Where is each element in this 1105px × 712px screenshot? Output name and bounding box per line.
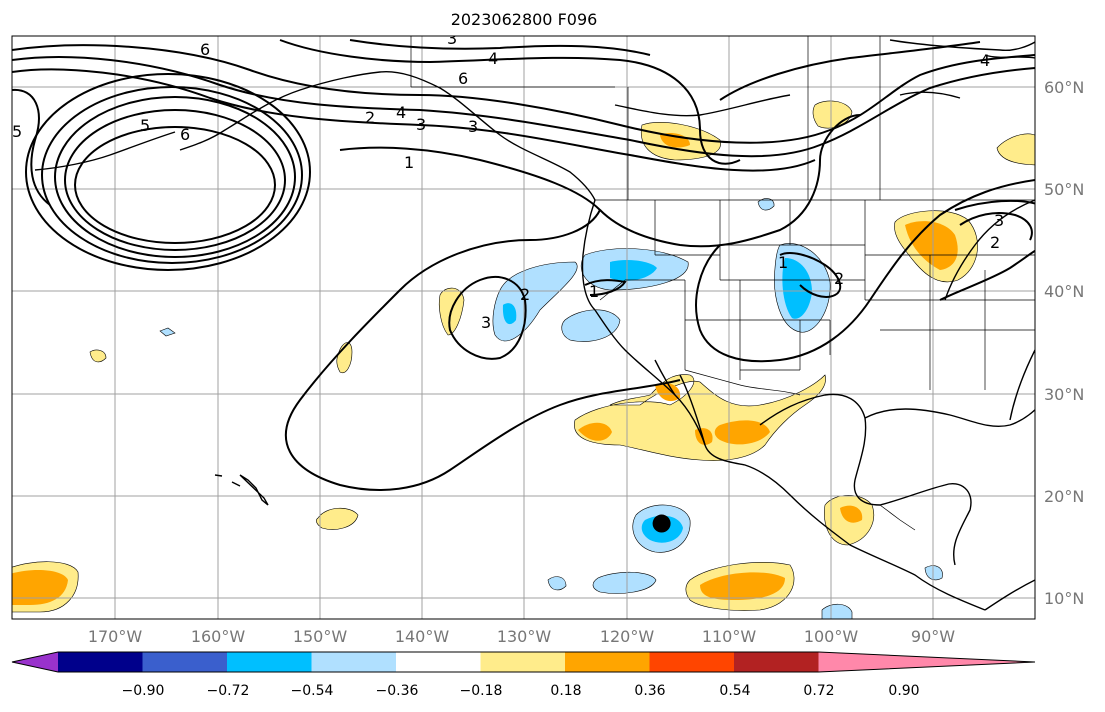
colorbar-swatch xyxy=(227,652,312,672)
contour-label: 2 xyxy=(520,285,530,304)
contour-label: 1 xyxy=(404,153,414,172)
contour-label: 6 xyxy=(180,125,190,144)
colorbar-swatch xyxy=(649,652,735,672)
lat-label: 60°N xyxy=(1044,78,1085,97)
lat-label: 30°N xyxy=(1044,385,1085,404)
contour-label: 2 xyxy=(365,108,375,127)
pos-anomaly-core xyxy=(905,221,958,270)
pos-anomaly-core xyxy=(12,570,68,605)
pos-anomaly-core xyxy=(655,383,681,402)
colorbar-tick-label: −0.54 xyxy=(290,683,334,699)
pos-anomaly-region xyxy=(996,133,1035,166)
colorbar-tick-label: −0.72 xyxy=(206,683,250,699)
pos-anomaly-region xyxy=(89,349,107,363)
neg-anomaly-region xyxy=(757,198,775,211)
pos-anomaly-region xyxy=(812,100,853,129)
lat-label: 50°N xyxy=(1044,180,1085,199)
neg-anomaly-region xyxy=(159,327,176,337)
neg-anomaly-region xyxy=(592,571,657,594)
contour-label: 3 xyxy=(447,29,457,48)
pos-anomaly-core xyxy=(578,422,612,441)
neg-anomaly-core xyxy=(502,303,517,325)
contour-labels: 5 6 6 5 2 4 3 3 1 6 4 3 4 2 3 1 1 2 3 2 xyxy=(12,29,1004,332)
contour-label: 5 xyxy=(140,116,150,135)
lat-label: 20°N xyxy=(1044,487,1085,506)
colorbar-swatch xyxy=(565,652,650,672)
colorbar-swatch xyxy=(58,652,143,672)
contour-label: 3 xyxy=(481,313,491,332)
contour-label: 4 xyxy=(488,49,498,68)
pos-anomaly-region xyxy=(316,507,359,530)
neg-anomaly-core xyxy=(610,260,657,281)
colorbar-swatch xyxy=(734,652,819,672)
colorbar-tick-label: −0.36 xyxy=(375,683,419,699)
contour-label: 6 xyxy=(200,40,210,59)
contour-label: 2 xyxy=(990,233,1000,252)
lon-label: 160°W xyxy=(190,627,246,646)
colorbar-tick-label: 0.90 xyxy=(888,683,920,699)
colorbar-swatch xyxy=(142,652,228,672)
colorbar-swatch xyxy=(396,652,481,672)
colorbar-outline xyxy=(11,651,1036,673)
contour-label: 4 xyxy=(980,51,990,70)
colorbar-tick-label: 0.54 xyxy=(719,683,751,699)
neg-anomaly-region xyxy=(821,603,853,619)
colorbar-tick-label: 0.72 xyxy=(803,683,835,699)
lon-label: 140°W xyxy=(394,627,450,646)
colorbar-swatch xyxy=(480,652,566,672)
contour-label: 5 xyxy=(12,122,22,141)
political-borders xyxy=(410,36,1035,531)
contour-label: 1 xyxy=(589,282,599,301)
lon-label: 90°W xyxy=(910,627,956,646)
map-frame xyxy=(11,35,1036,620)
contour-label: 3 xyxy=(468,117,478,136)
neg-anomaly-region xyxy=(547,576,567,591)
lon-label: 100°W xyxy=(803,627,859,646)
colorbar xyxy=(11,651,1036,673)
contour-label: 3 xyxy=(994,211,1004,230)
colorbar-tick-label: 0.18 xyxy=(550,683,582,699)
contour-label: 4 xyxy=(396,103,406,122)
lon-label: 130°W xyxy=(496,627,552,646)
colorbar-swatch xyxy=(311,652,397,672)
lon-label: 170°W xyxy=(87,627,143,646)
colorbar-tick-label: −0.90 xyxy=(121,683,165,699)
contour-label: 6 xyxy=(458,69,468,88)
storm-center-marker xyxy=(652,514,671,533)
contour-label: 2 xyxy=(834,269,844,288)
neg-anomaly-region xyxy=(924,565,943,581)
lat-label: 40°N xyxy=(1044,282,1085,301)
neg-anomaly-core xyxy=(782,258,812,319)
contour-lines xyxy=(12,39,1035,491)
contour-label: 1 xyxy=(778,253,788,272)
colorbar-extend-high xyxy=(818,652,1035,672)
lon-label: 150°W xyxy=(292,627,348,646)
shaded-anomaly-fields xyxy=(12,100,1035,619)
map-title: 2023062800 F096 xyxy=(450,10,598,29)
colorbar-tick-label: −0.18 xyxy=(459,683,503,699)
pos-anomaly-region xyxy=(574,374,826,461)
colorbar-tick-label: 0.36 xyxy=(634,683,666,699)
contour-label: 3 xyxy=(416,115,426,134)
lat-label: 10°N xyxy=(1044,589,1085,608)
neg-anomaly-region xyxy=(561,309,621,342)
pos-anomaly-core xyxy=(700,572,785,600)
lon-label: 110°W xyxy=(701,627,757,646)
pos-anomaly-core xyxy=(840,505,863,523)
colorbar-extend-low xyxy=(12,652,58,672)
lon-label: 120°W xyxy=(599,627,655,646)
coastlines xyxy=(34,39,1035,611)
